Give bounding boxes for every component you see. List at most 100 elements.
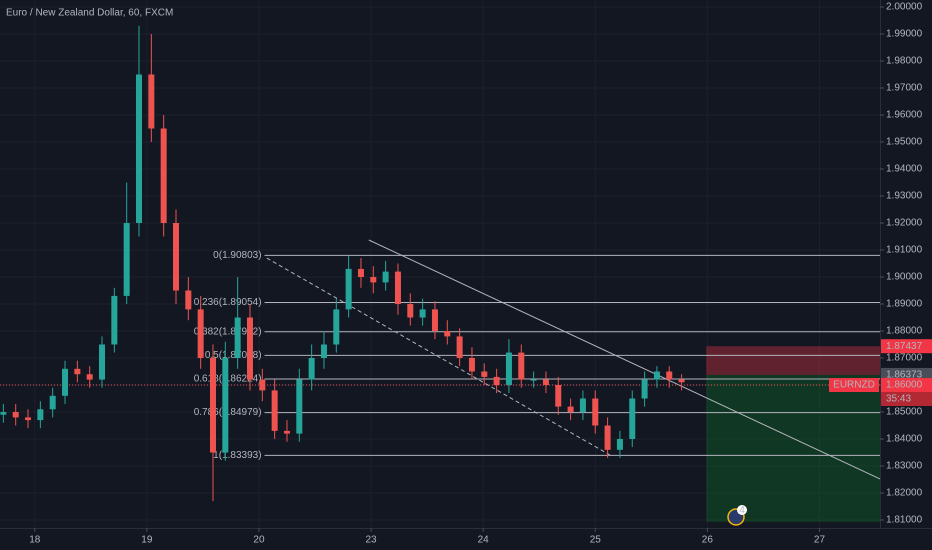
stop-zone — [706, 346, 880, 375]
candle-body — [567, 406, 574, 413]
fib-label: 0(1.90803) — [213, 250, 261, 261]
candle-body — [296, 379, 303, 434]
x-tick-label: 18 — [29, 535, 41, 546]
y-tick-label: 1.99000 — [886, 29, 923, 40]
candle-body — [333, 309, 340, 345]
y-tick-label: 1.83000 — [886, 461, 923, 472]
candle-body — [555, 385, 562, 407]
y-tick-label: 1.88000 — [886, 326, 923, 337]
y-tick-label: 1.94000 — [886, 164, 923, 175]
price-label: 1.86000 — [886, 380, 923, 391]
candle-body — [197, 309, 204, 359]
candle-body — [518, 352, 525, 380]
badge-bg — [737, 505, 747, 515]
x-tick-label: 23 — [365, 535, 377, 546]
candle-body — [382, 271, 389, 283]
candle-body — [259, 379, 266, 391]
x-tick-label: 27 — [814, 535, 826, 546]
target-zone — [706, 374, 880, 522]
candle-body — [49, 395, 56, 410]
y-tick-label: 1.89000 — [886, 299, 923, 310]
candle-body — [86, 374, 93, 380]
y-tick-label: 1.87000 — [886, 353, 923, 364]
symbol-label: EURNZD — [833, 380, 875, 391]
y-tick-label: 1.84000 — [886, 434, 923, 445]
candle-body — [407, 304, 414, 318]
candle-body — [419, 309, 426, 318]
candle-body — [25, 417, 32, 421]
price-label: 1.86373 — [886, 370, 923, 381]
candle-body — [493, 376, 500, 386]
trend-line — [368, 239, 881, 480]
y-tick-label: 1.92000 — [886, 218, 923, 229]
candle-body — [505, 352, 512, 386]
candle-body — [530, 379, 537, 381]
x-tick-label: 20 — [253, 535, 265, 546]
countdown: 35:43 — [886, 394, 911, 405]
trend-line — [266, 257, 611, 456]
candle-body — [592, 398, 599, 426]
candle-body — [148, 74, 155, 129]
candle-body — [616, 439, 623, 450]
x-tick-label: 26 — [702, 535, 714, 546]
y-tick-label: 1.91000 — [886, 245, 923, 256]
fib-label: 0.5(1.87098) — [205, 350, 262, 361]
candle-body — [62, 368, 69, 396]
fib-label: 0.382(1.87972) — [194, 326, 262, 337]
y-tick-label: 1.85000 — [886, 407, 923, 418]
candle-body — [320, 344, 327, 359]
candle-body — [123, 222, 130, 296]
price-label-box — [881, 339, 932, 354]
y-tick-label: 1.93000 — [886, 191, 923, 202]
candle-body — [74, 368, 81, 375]
candle-body — [37, 409, 44, 421]
price-label: 1.87437 — [886, 341, 923, 352]
x-tick-label: 24 — [478, 535, 490, 546]
candle-body — [678, 379, 685, 383]
candle-body — [666, 371, 673, 380]
candle-body — [542, 379, 549, 386]
candle-body — [308, 358, 315, 380]
candle-body — [246, 317, 253, 380]
candle-body — [456, 336, 463, 359]
y-tick-label: 1.81000 — [886, 515, 923, 526]
candle-body — [185, 290, 192, 310]
candle-body — [12, 412, 19, 418]
candle-body — [111, 295, 118, 345]
candle-body — [468, 358, 475, 372]
candle-body — [444, 331, 451, 337]
y-tick-label: 1.96000 — [886, 110, 923, 121]
y-tick-label: 1.82000 — [886, 488, 923, 499]
candle-body — [370, 277, 377, 283]
candle-body — [173, 222, 179, 291]
candle-body — [481, 371, 488, 377]
x-tick-label: 19 — [141, 535, 153, 546]
candle-body — [653, 371, 660, 380]
fib-label: 1(1.83393) — [213, 450, 261, 461]
candle-body — [136, 74, 143, 223]
candle-body — [271, 390, 278, 431]
candle-body — [345, 268, 352, 310]
candle-body — [431, 309, 438, 332]
chart-title: Euro / New Zealand Dollar, 60, FXCM — [6, 8, 173, 19]
candle-body — [99, 344, 106, 380]
y-tick-label: 1.90000 — [886, 272, 923, 283]
x-tick-label: 25 — [590, 535, 602, 546]
candle-body — [222, 358, 229, 453]
candle-body — [209, 358, 216, 453]
countdown-box — [881, 392, 932, 407]
candle-body — [394, 271, 401, 305]
candle-body — [357, 268, 364, 278]
candle-body — [604, 425, 611, 450]
candle-body — [641, 379, 648, 399]
symbol-box — [829, 378, 879, 393]
fib-label: 0.236(1.89054) — [194, 297, 262, 308]
price-label-box — [881, 378, 932, 393]
y-tick-label: 2.00000 — [886, 2, 923, 13]
candle-body — [234, 317, 241, 359]
candle-body — [579, 398, 586, 413]
candle-body — [160, 128, 167, 223]
candle-body — [0, 412, 7, 415]
